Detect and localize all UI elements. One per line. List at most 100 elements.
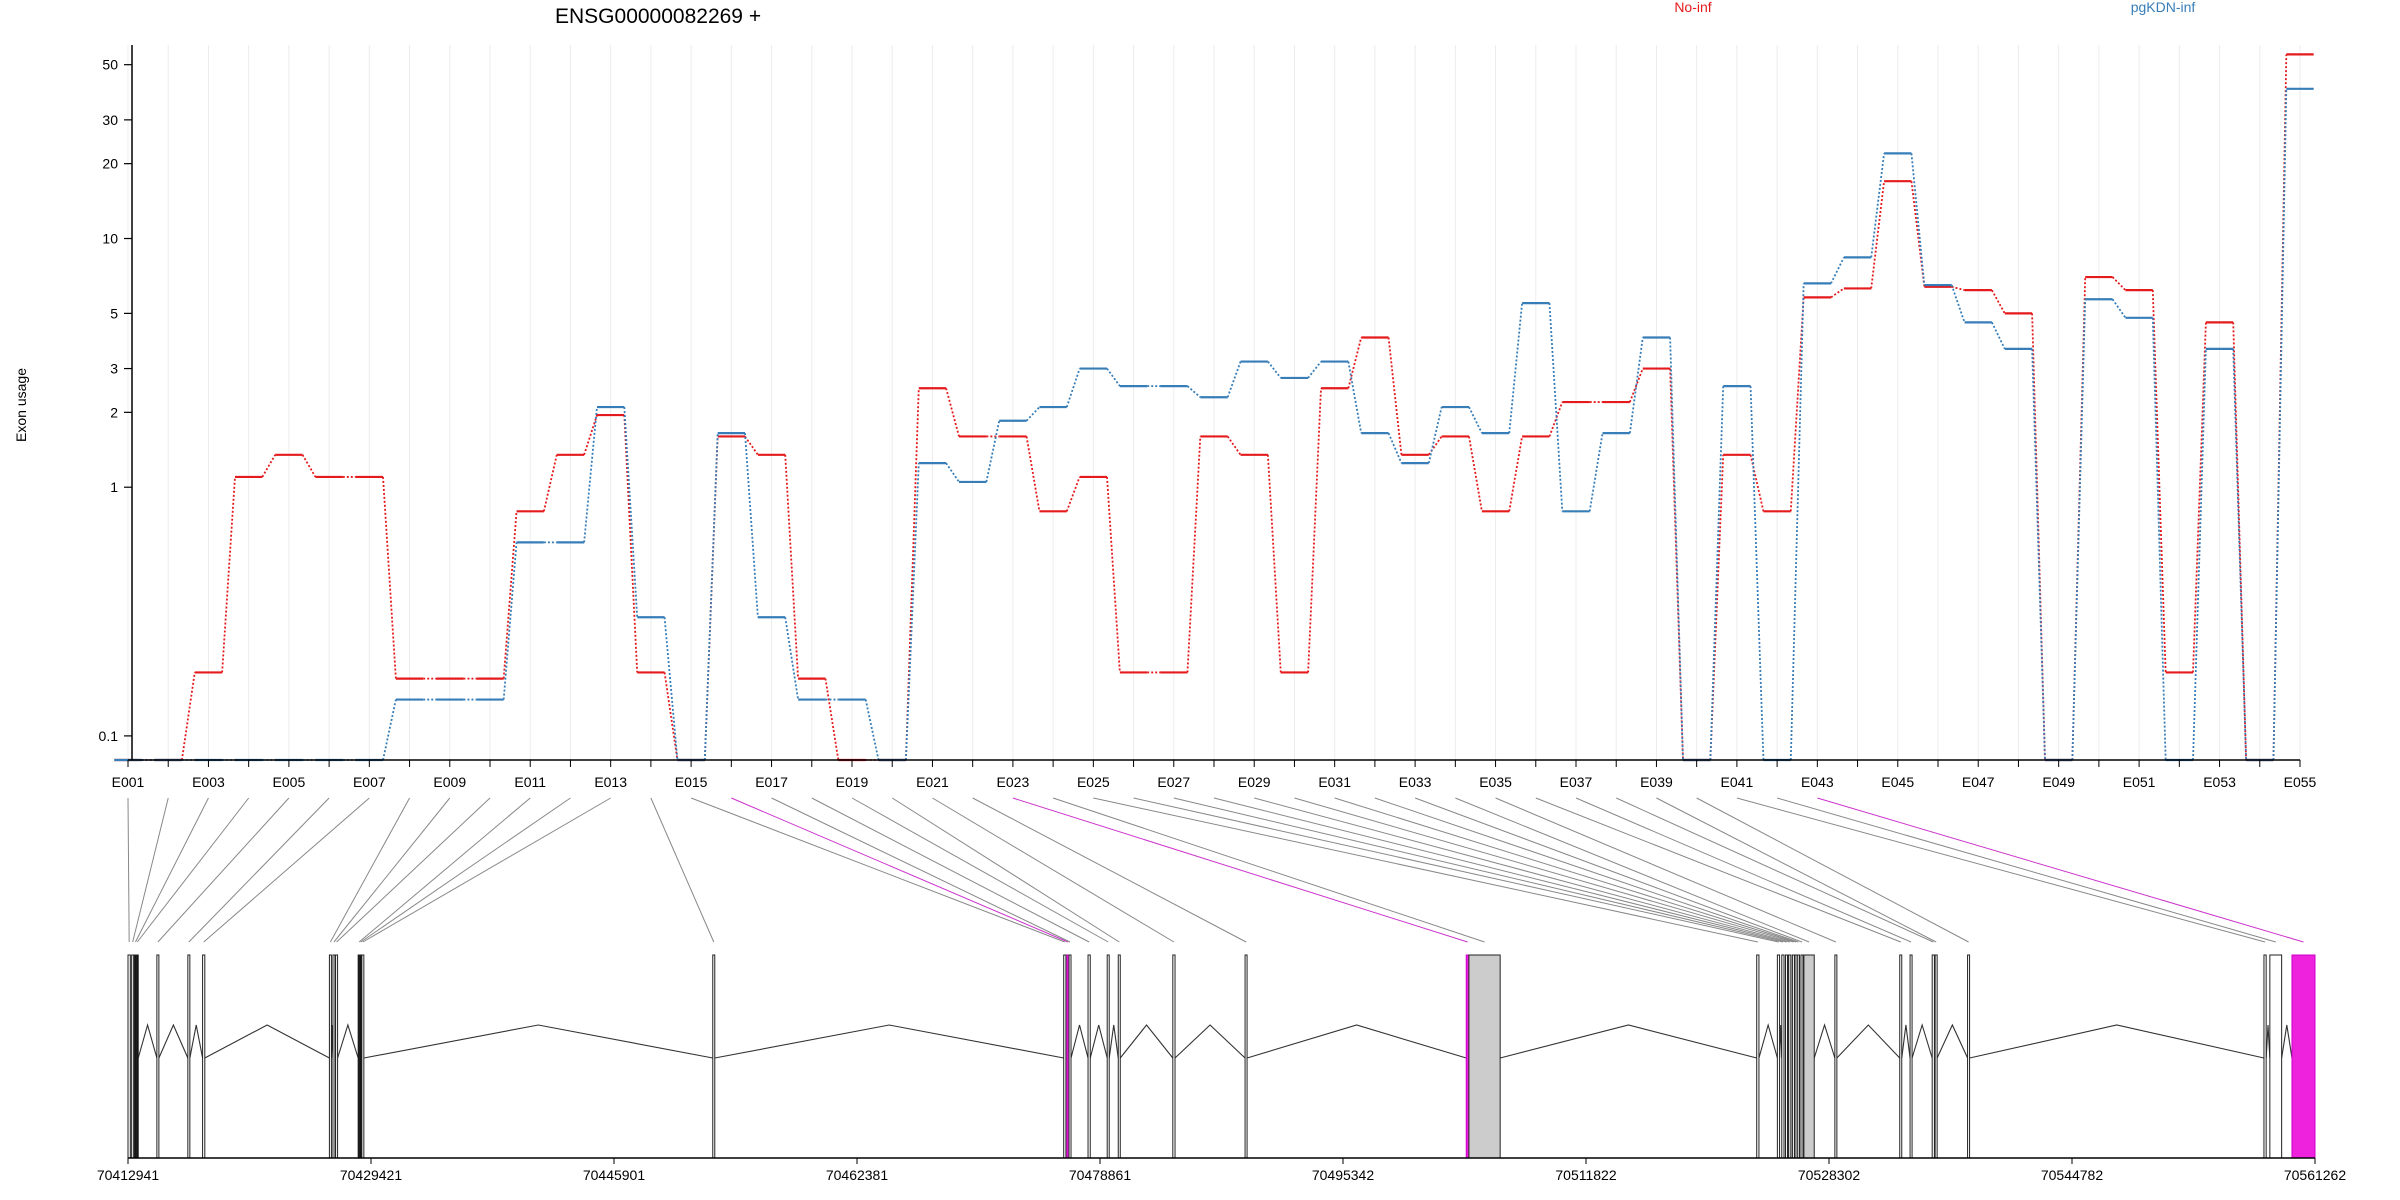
series-connector <box>1910 181 1926 287</box>
exon-block <box>1899 954 1903 1159</box>
series-connector <box>623 415 639 673</box>
y-tick-label: 2 <box>110 404 118 420</box>
exon-connector <box>127 797 130 943</box>
series-connector <box>1789 297 1805 512</box>
intron-line <box>1246 1024 1467 1059</box>
exon-block <box>1909 954 1913 1159</box>
series-connector <box>1629 337 1644 434</box>
x-tick-label: E027 <box>1157 774 1190 790</box>
exon-connector <box>1575 797 1912 943</box>
exon-connector <box>132 797 169 943</box>
exon-connector <box>811 797 1090 943</box>
series-connector <box>784 617 799 700</box>
series-connector <box>2272 88 2288 761</box>
y-tick-label: 3 <box>110 361 118 377</box>
exon-connector <box>188 797 330 943</box>
x-tick-label: E035 <box>1479 774 1512 790</box>
exon-connector <box>1294 797 1794 943</box>
exon-connector <box>358 797 531 943</box>
exon-block <box>361 954 365 1159</box>
intron-line <box>1969 1024 2265 1059</box>
series-connector <box>583 414 598 456</box>
genomic-tick-label: 70412941 <box>97 1167 160 1183</box>
series-connector <box>1749 386 1765 761</box>
exon-block <box>1791 954 1795 1159</box>
series-connector <box>824 678 840 761</box>
exon-block <box>1068 954 1072 1159</box>
exon-block <box>1117 954 1121 1159</box>
y-tick-label: 20 <box>102 156 118 172</box>
x-tick-label: E007 <box>353 774 386 790</box>
series-connector <box>1347 361 1363 434</box>
series-connector <box>1870 153 1885 258</box>
genomic-tick-label: 70561262 <box>2284 1167 2347 1183</box>
series-connector <box>2151 290 2167 673</box>
series-connector <box>1307 361 1322 379</box>
intron-line <box>2281 1024 2293 1059</box>
exon-connector <box>771 797 1071 943</box>
exon-connector-lines <box>127 797 2304 943</box>
x-tick-label: E023 <box>997 774 1030 790</box>
exon-block <box>1244 954 1248 1159</box>
x-tick-label: E041 <box>1721 774 1754 790</box>
genomic-tick-label: 70429421 <box>340 1167 403 1183</box>
series-connector <box>1588 432 1604 512</box>
series-connector <box>623 407 639 618</box>
exon-block <box>2263 954 2267 1159</box>
y-tick-label: 30 <box>102 112 118 128</box>
exon-connector <box>1052 797 1485 943</box>
series-connector <box>1267 361 1282 379</box>
exon-connector <box>1495 797 1837 943</box>
x-tick-label: E051 <box>2123 774 2156 790</box>
exon-block <box>1776 954 1781 1159</box>
series-connector <box>2031 348 2046 761</box>
exon-block <box>1931 954 1935 1159</box>
series-connector <box>1669 337 1684 761</box>
intron-line <box>158 1023 189 1059</box>
exon-connector <box>932 797 1175 943</box>
intron-line <box>1119 1024 1174 1059</box>
exon-connector <box>1736 797 2266 943</box>
genomic-tick-label: 70528302 <box>1798 1167 1861 1183</box>
exon-block <box>332 954 336 1159</box>
intron-line <box>1500 1024 1757 1059</box>
exon-connector <box>891 797 1120 943</box>
series-connector <box>2151 317 2167 761</box>
series-connector <box>502 511 518 679</box>
series-connector <box>1548 303 1564 512</box>
x-tick-label: E013 <box>594 774 627 790</box>
exon-block <box>127 954 131 1159</box>
exon-connector <box>1535 797 1901 943</box>
exon-block <box>1803 954 1815 1159</box>
exon-block <box>1800 954 1804 1159</box>
exon-connector <box>1455 797 1810 943</box>
intron-line <box>1813 1023 1836 1059</box>
series-connector <box>1870 181 1885 289</box>
exon-connector <box>851 797 1109 943</box>
series-connector <box>703 433 719 761</box>
exon-block <box>135 954 139 1159</box>
grid-lines <box>127 45 2301 760</box>
x-tick-label: E009 <box>433 774 466 790</box>
x-tick-label: E003 <box>192 774 225 790</box>
intron-line <box>137 1022 158 1059</box>
series-connector <box>1266 454 1282 673</box>
intron-line <box>363 1024 713 1059</box>
series-connector <box>1307 388 1322 673</box>
x-tick-label: E039 <box>1640 774 1673 790</box>
y-axis-label: Exon usage <box>13 368 29 442</box>
series-connector <box>1991 321 2006 350</box>
series-connector <box>301 454 317 478</box>
intron-line <box>204 1024 330 1059</box>
x-tick-label: E037 <box>1560 774 1593 790</box>
exon-connector <box>1817 797 2304 943</box>
intron-line <box>1936 1023 1969 1059</box>
x-tick-label: E049 <box>2042 774 2075 790</box>
x-tick-label: E025 <box>1077 774 1110 790</box>
exon-block <box>335 954 339 1159</box>
exon-connector <box>333 797 451 943</box>
exon-connector <box>1616 797 1934 943</box>
series-connector <box>1226 361 1242 398</box>
y-tick-label: 0.1 <box>99 728 119 744</box>
